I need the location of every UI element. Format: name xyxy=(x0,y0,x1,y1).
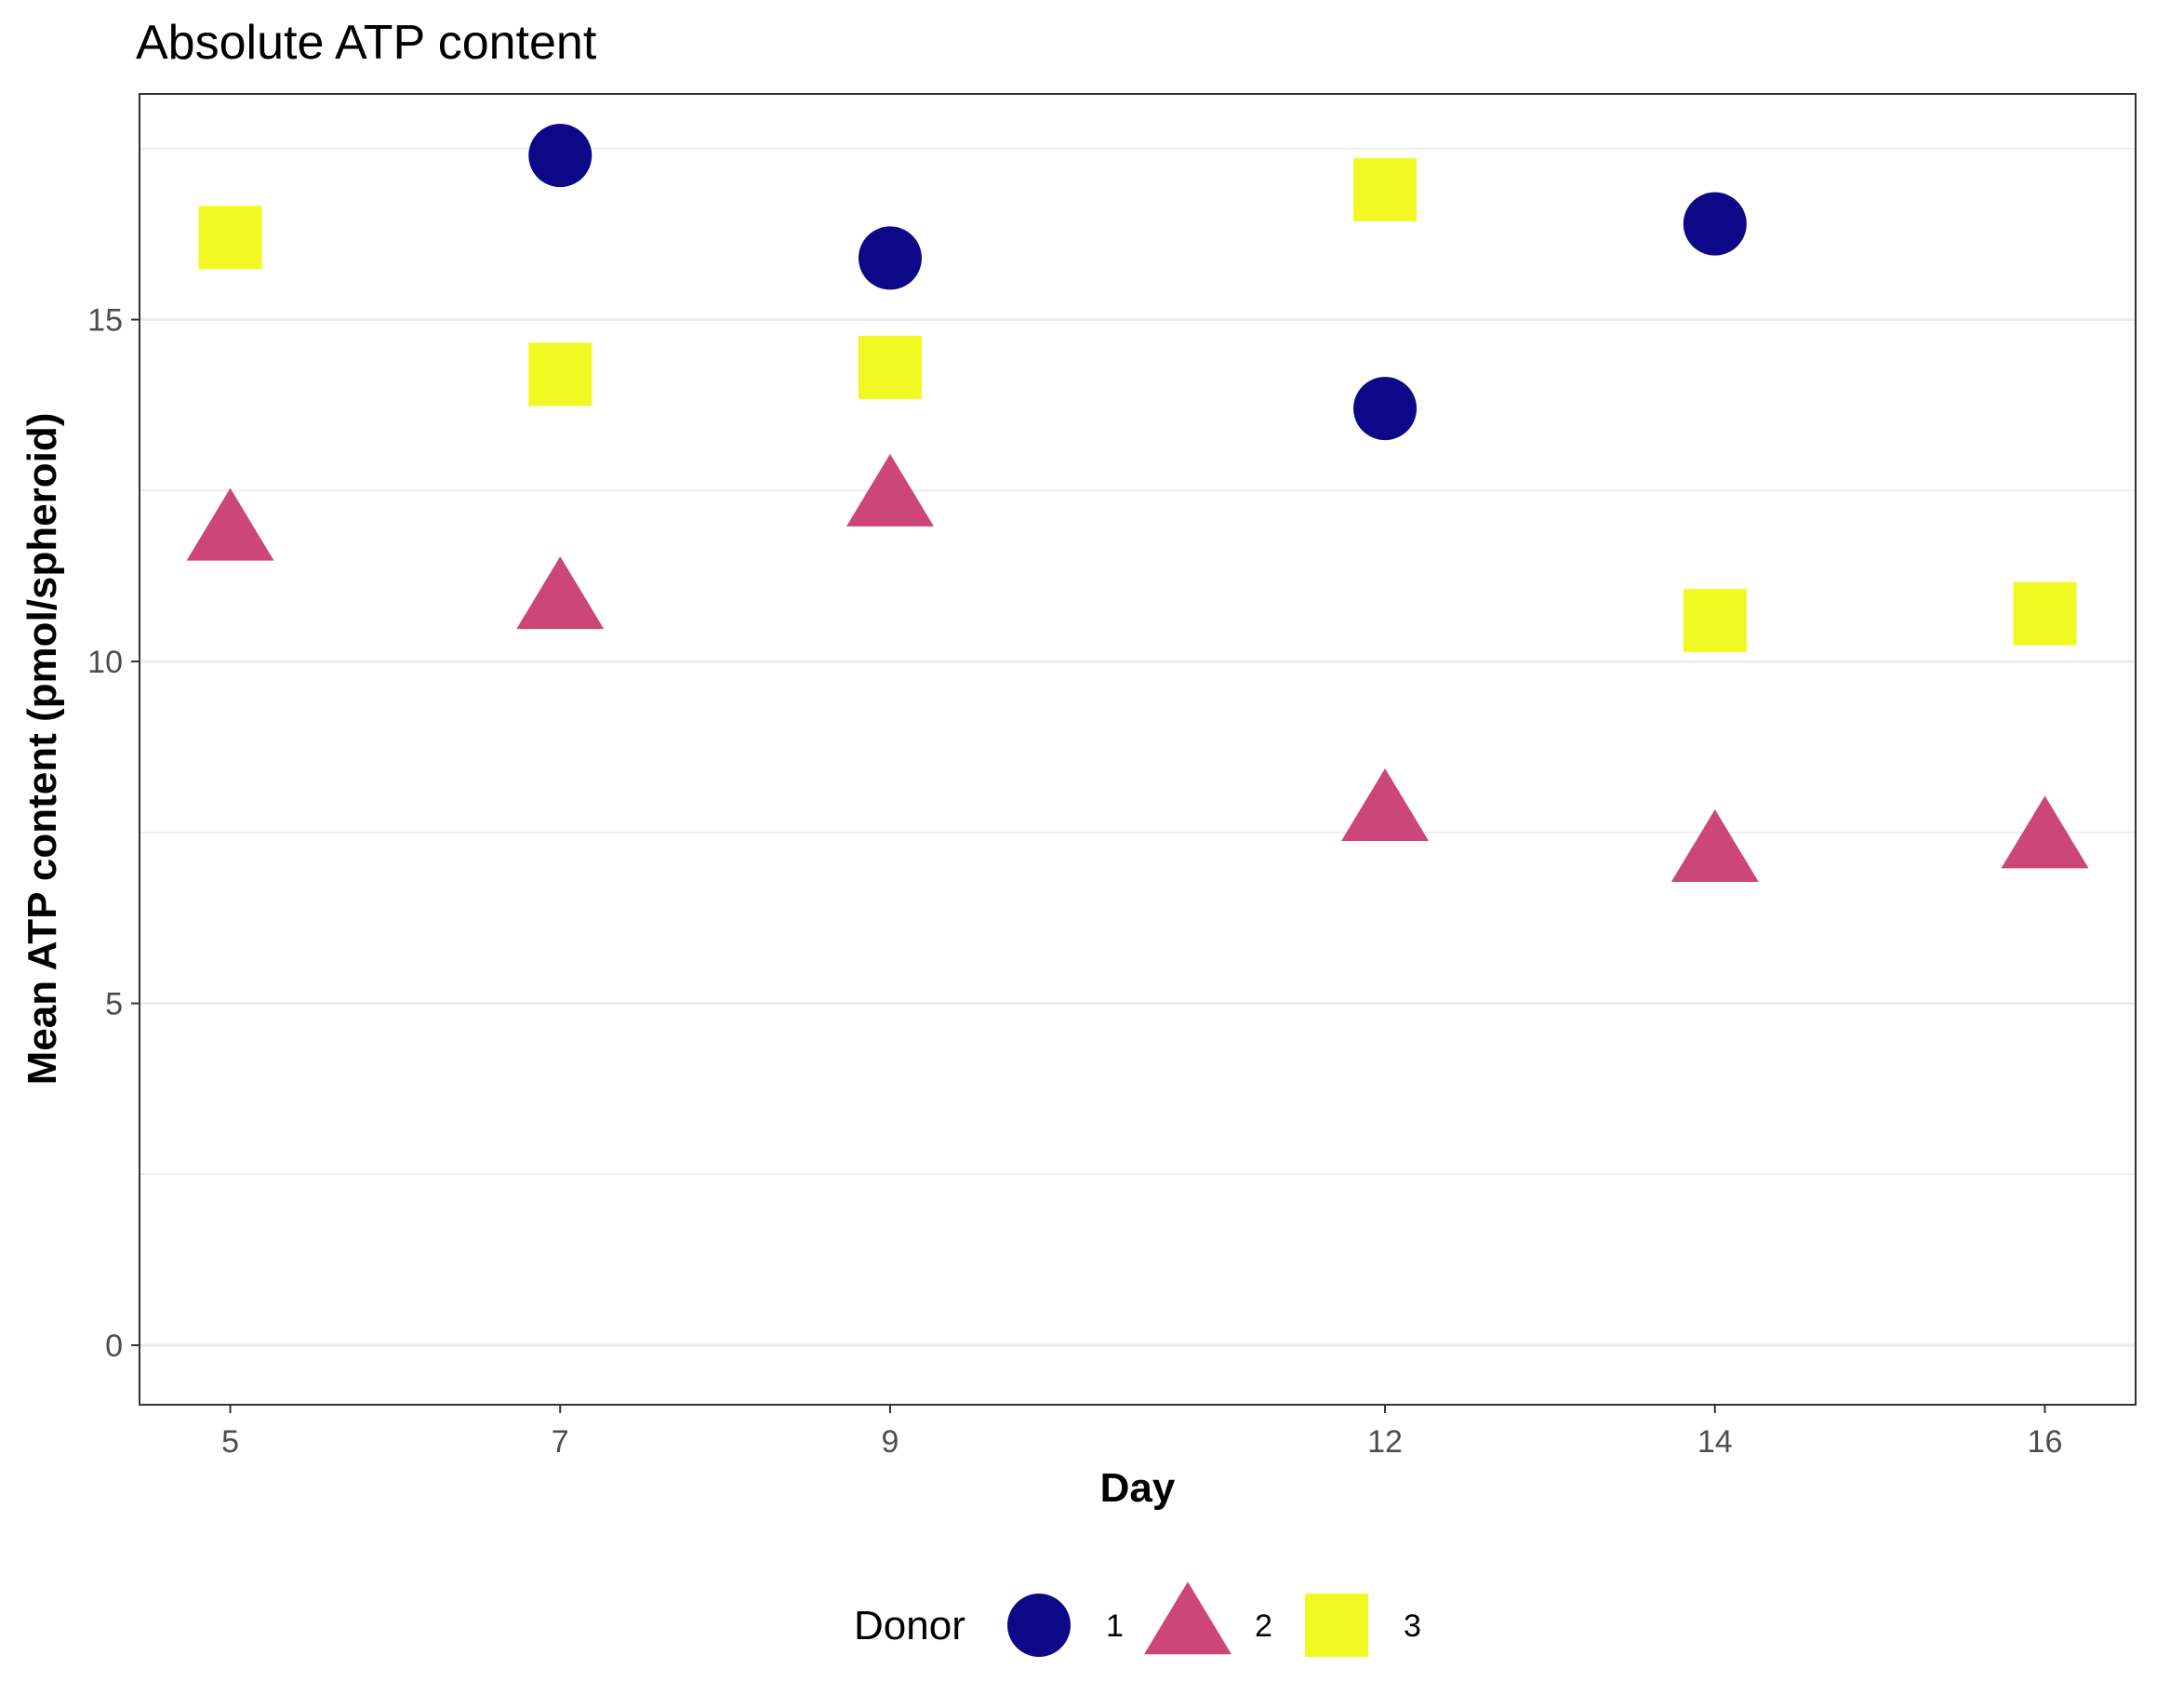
y-tick-label: 10 xyxy=(87,645,123,680)
x-axis-title: Day xyxy=(1100,1465,1176,1511)
legend-key-donor-2 xyxy=(1144,1581,1232,1655)
x-tick-label: 14 xyxy=(1698,1424,1733,1460)
donor-2-point xyxy=(1341,767,1430,841)
legend-title: Donor xyxy=(854,1603,965,1648)
legend-label-donor-2: 2 xyxy=(1255,1608,1272,1644)
donor-3-point xyxy=(2013,581,2077,646)
donor-1-point xyxy=(1683,192,1747,256)
legend-label-donor-3: 3 xyxy=(1404,1608,1421,1644)
legend-key-donor-1 xyxy=(1007,1594,1071,1657)
y-axis-title: Mean ATP content (pmol/spheroid) xyxy=(20,413,65,1086)
x-tick-label: 5 xyxy=(221,1424,239,1460)
donor-3-point xyxy=(198,206,262,270)
grid-lines xyxy=(140,148,2136,1347)
donor-2-point xyxy=(1671,809,1759,883)
donor-3-point xyxy=(1353,157,1418,221)
donor-1-point xyxy=(528,124,593,188)
data-points xyxy=(186,124,2089,883)
x-tick-label: 12 xyxy=(1367,1424,1403,1460)
x-tick-label: 16 xyxy=(2028,1424,2063,1460)
axis-ticks: 0 5 10 15 5 7 9 12 14 16 xyxy=(87,303,2062,1460)
donor-3-point xyxy=(1683,588,1747,652)
donor-3-point xyxy=(858,336,922,400)
y-tick-label: 0 xyxy=(105,1328,123,1364)
chart-title: Absolute ATP content xyxy=(136,16,597,70)
donor-3-point xyxy=(528,342,593,407)
donor-1-point xyxy=(858,226,922,290)
x-tick-label: 9 xyxy=(882,1424,899,1460)
donor-1-point xyxy=(1353,377,1418,441)
legend-key-donor-3 xyxy=(1305,1594,1368,1657)
plot-panel-border xyxy=(139,93,2137,1406)
x-tick-label: 7 xyxy=(552,1424,569,1460)
donor-2-point xyxy=(845,453,934,527)
donor-2-point xyxy=(2001,795,2089,869)
y-tick-label: 5 xyxy=(105,987,123,1022)
legend-label-donor-1: 1 xyxy=(1106,1608,1124,1644)
donor-2-point xyxy=(186,487,274,561)
y-tick-label: 15 xyxy=(87,303,123,339)
donor-2-point xyxy=(516,556,605,630)
legend: Donor 1 2 3 xyxy=(854,1581,1421,1657)
